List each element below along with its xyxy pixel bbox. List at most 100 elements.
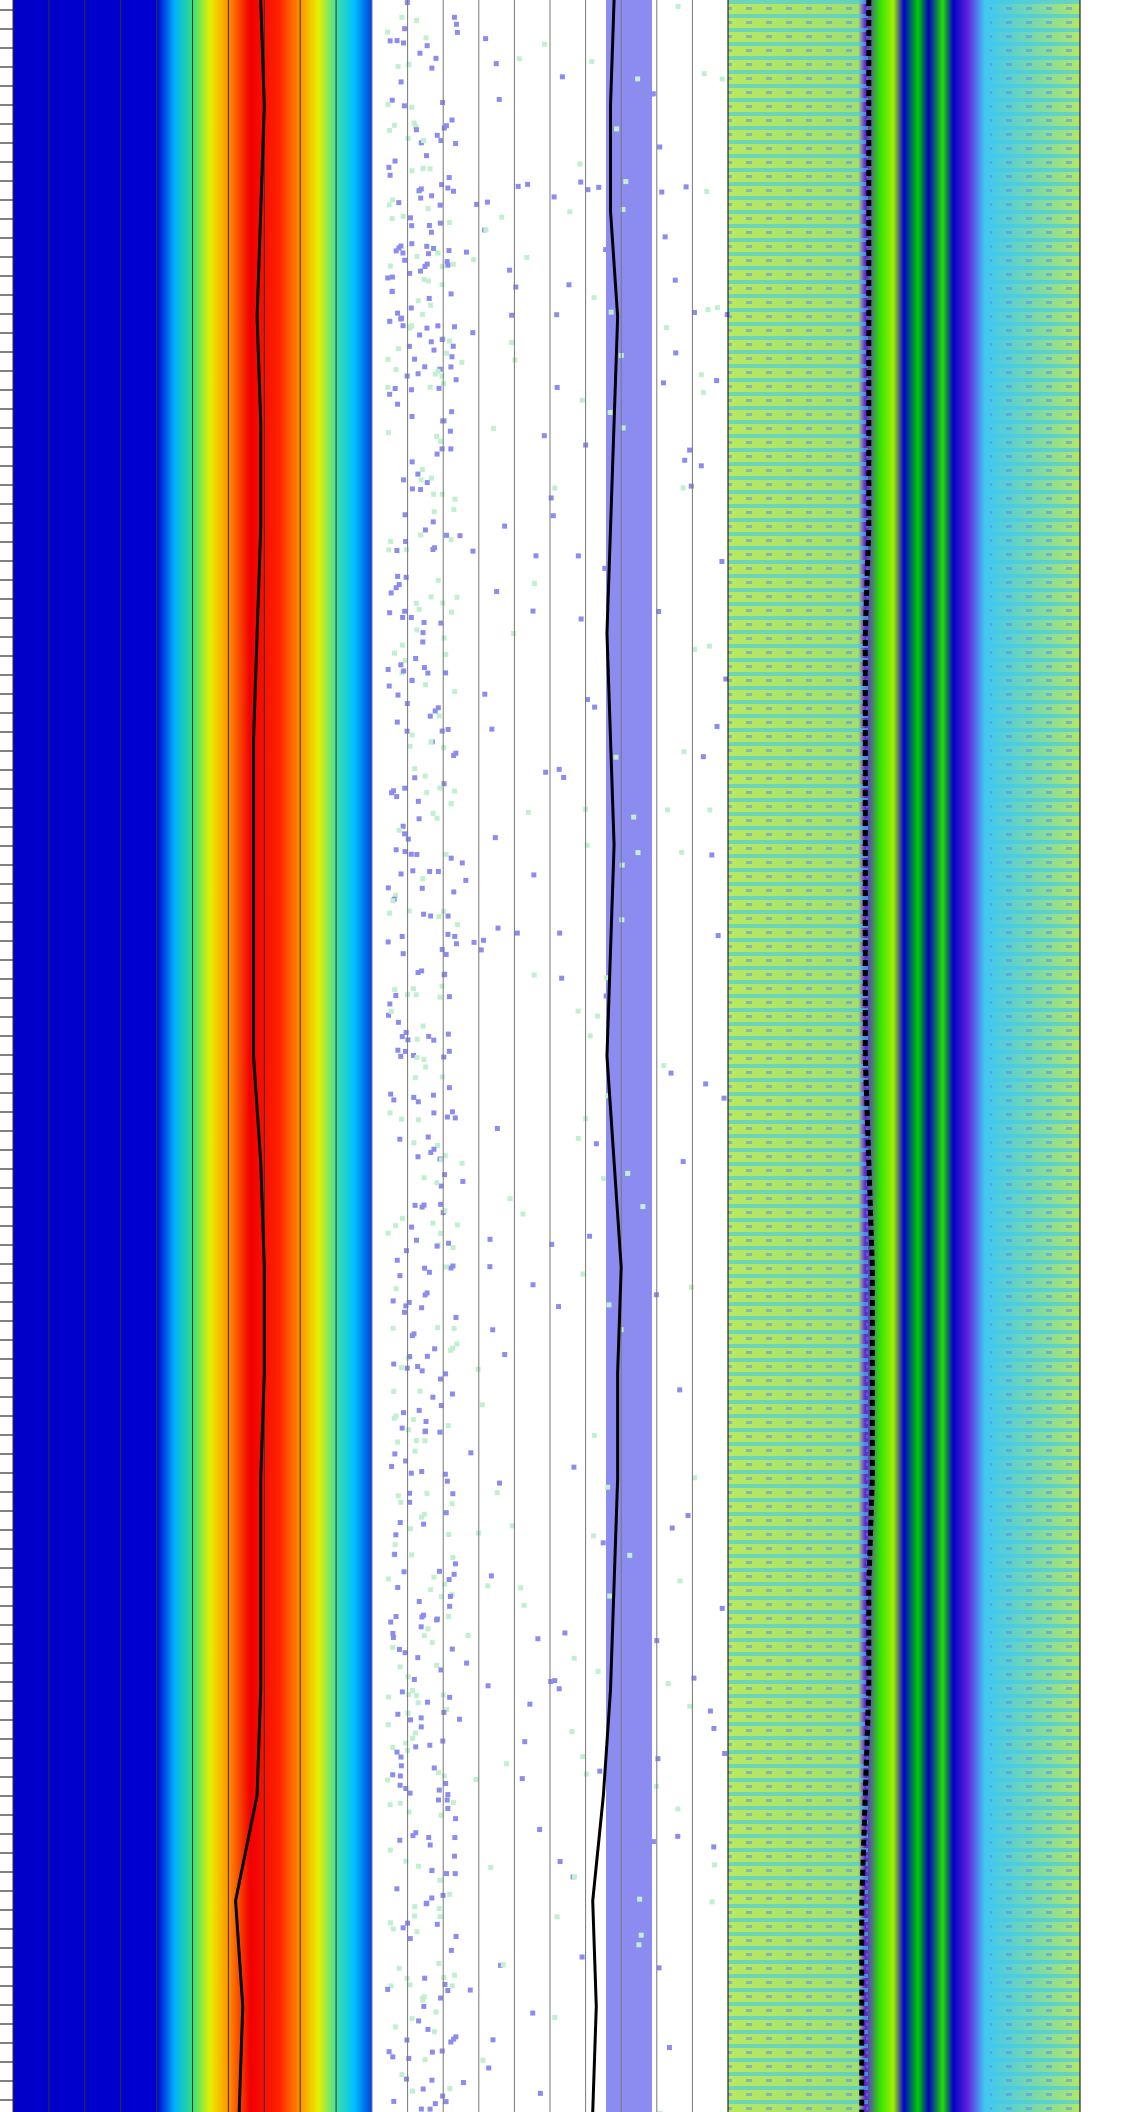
scatter-dot [392,158,398,164]
scatter-dot [500,1962,506,1968]
scatter-dot [389,274,395,280]
scatter-dot [428,739,434,745]
scatter-dot [450,1554,456,1560]
scatter-dot [590,1533,596,1539]
scatter-dot [435,1143,441,1149]
scatter-dot [450,1245,456,1251]
scatter-dot [399,1689,405,1695]
scatter-dot [567,209,573,215]
scatter-dot [434,1662,440,1668]
scatter-dot [639,1622,645,1628]
scatter-dot [407,215,413,221]
scatter-dot [427,713,433,719]
scatter-dot [439,264,445,270]
scatter-dot [673,350,679,356]
scatter-dot [412,356,418,362]
scatter-dot [675,1806,681,1812]
scatter-dot [396,200,402,206]
scatter-dot [402,831,408,837]
scatter-dot [459,1160,465,1166]
scatter-dot [448,537,454,543]
scatter-dot [535,1636,541,1642]
scatter-dot [530,2010,536,2016]
scatter-dot [403,1458,409,1464]
scatter-dot [411,1331,417,1337]
scatter-dot [432,545,438,551]
scatter-dot [495,925,501,931]
scatter-dot [639,1450,645,1456]
scatter-dot [415,1099,421,1105]
scatter-dot [635,1460,641,1466]
scatter-dot [412,1075,418,1081]
scatter-dot [403,1858,409,1864]
scatter-dot [552,485,558,491]
scatter-dot [394,1257,400,1263]
scatter-dot [415,798,421,804]
scatter-dot [407,1982,413,1988]
scatter-dot [421,1994,427,2000]
scatter-dot [524,254,530,260]
scatter-dot [415,1655,421,1661]
scatter-dot [655,1756,661,1762]
scatter-dot [399,1116,405,1122]
scatter-dot [439,2048,445,2054]
scatter-dot [399,14,405,20]
scatter-dot [502,523,508,529]
scatter-dot [385,29,391,35]
scatter-dot [431,1574,437,1580]
scatter-dot [656,608,662,614]
scatter-dot [606,1302,612,1308]
scatter-dot [425,1626,431,1632]
scatter-dot [431,1110,437,1116]
scatter-dot [413,123,419,129]
scatter-dot [487,1236,493,1242]
scatter-dot [402,257,408,263]
scatter-dot [418,1624,424,1630]
scatter-dot [485,1583,491,1589]
scatter-dot [386,127,392,133]
scatter-dot [435,869,441,875]
scatter-dot [692,1475,698,1481]
scatter-dot [428,229,434,235]
scatter-dot [610,1055,616,1061]
scatter-dot [446,1048,452,1054]
scatter-dot [557,930,563,936]
scatter-dot [414,254,420,260]
scatter-dot [623,179,629,185]
scatter-dot [441,908,447,914]
scatter-dot [425,206,431,212]
scatter-dot [450,261,456,267]
scatter-dot [441,418,447,424]
scatter-dot [412,1904,418,1910]
scatter-dot [446,1531,452,1537]
scatter-dot [385,384,391,390]
scatter-dot [467,1987,473,1993]
scatter-dot [393,1286,399,1292]
scatter-dot [436,1787,442,1793]
scatter-dot [418,487,424,493]
scatter-dot [409,413,415,419]
scatter-dot [422,773,428,779]
scatter-dot [445,1792,451,1798]
scatter-dot [675,4,681,10]
depth-ruler [0,0,14,2112]
scatter-dot [434,1243,440,1249]
scatter-dot [689,1284,695,1290]
scatter-dot [438,1230,444,1236]
scatter-dot [623,1562,629,1568]
scatter-dot [388,538,394,544]
scatter-dot [577,161,583,167]
scatter-dot [429,2077,435,2083]
scatter-dot [448,855,454,861]
scatter-dot [480,2057,486,2063]
scatter-dot [474,201,480,207]
scatter-dot [433,2009,439,2015]
scatter-dot [641,2095,647,2101]
scatter-dot [385,356,391,362]
scatter-dot [457,1716,463,1722]
scatter-dot [408,305,414,311]
scatter-dot [393,993,399,999]
scatter-dot [488,1864,494,1870]
scatter-dot [484,199,490,205]
scatter-dot [401,1569,407,1575]
